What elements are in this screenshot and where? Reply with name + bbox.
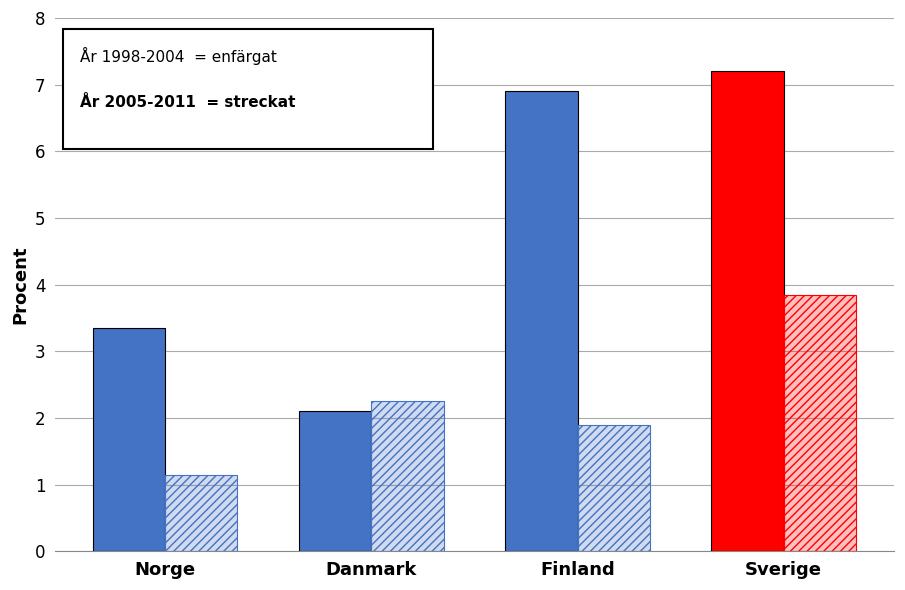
Bar xyxy=(166,474,237,551)
Bar xyxy=(371,401,443,551)
Bar xyxy=(784,294,856,551)
Bar xyxy=(93,328,166,551)
Bar xyxy=(577,425,650,551)
Bar xyxy=(166,474,237,551)
Bar xyxy=(300,411,371,551)
Bar xyxy=(505,91,577,551)
Bar xyxy=(784,294,856,551)
Bar xyxy=(711,71,784,551)
Text: År 1998-2004  = enfärgat: År 1998-2004 = enfärgat xyxy=(81,47,277,65)
Text: År 2005-2011  = streckat: År 2005-2011 = streckat xyxy=(81,96,296,110)
Y-axis label: Procent: Procent xyxy=(11,245,29,324)
FancyBboxPatch shape xyxy=(63,29,433,149)
Bar xyxy=(577,425,650,551)
Bar xyxy=(371,401,443,551)
